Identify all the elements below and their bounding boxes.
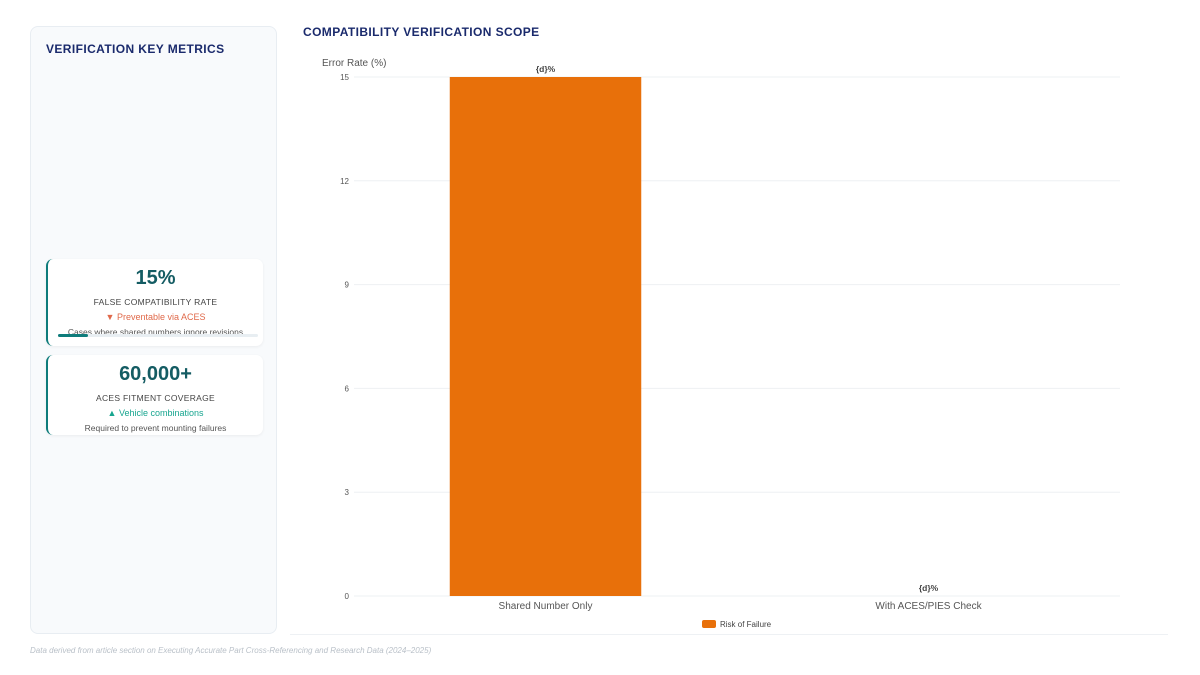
metric-trend-text: Preventable via ACES — [116, 312, 206, 322]
y-tick-label: 6 — [345, 384, 350, 393]
progress-bar — [58, 334, 258, 337]
y-tick-label: 3 — [345, 488, 350, 497]
metric-trend: ▼ Preventable via ACES — [48, 312, 263, 322]
metric-card-aces-coverage: 60,000+ ACES FITMENT COVERAGE ▲ Vehicle … — [46, 355, 263, 435]
metric-trend: ▲ Vehicle combinations — [48, 408, 263, 418]
x-tick-label: Shared Number Only — [499, 601, 593, 612]
triangle-up-icon: ▲ — [107, 408, 117, 418]
metric-card-false-compatibility: 15% FALSE COMPATIBILITY RATE ▼ Preventab… — [46, 259, 263, 346]
metrics-sidebar: VERIFICATION KEY METRICS 15% FALSE COMPA… — [30, 26, 277, 634]
y-axis-label: Error Rate (%) — [322, 58, 386, 69]
bar-data-label: {d}% — [536, 64, 556, 74]
x-tick-label: With ACES/PIES Check — [875, 601, 982, 612]
metric-value: 15% — [135, 267, 176, 289]
metric-note: Required to prevent mounting failures — [84, 423, 227, 433]
legend-label: Risk of Failure — [720, 620, 772, 629]
divider — [290, 634, 1168, 635]
bar — [449, 77, 642, 596]
y-tick-label: 15 — [340, 73, 349, 82]
metric-label: ACES FITMENT COVERAGE — [95, 393, 216, 403]
progress-fill — [58, 334, 88, 337]
bar-data-label: {d}% — [919, 583, 939, 593]
metric-note: Cases where shared numbers ignore revisi… — [67, 327, 244, 337]
metric-label: FALSE COMPATIBILITY RATE — [93, 297, 218, 307]
bar-chart: Error Rate (%) 0 3 6 9 12 15 {d}% Shared Number … — [322, 58, 1120, 629]
metric-trend-text: Vehicle combinations — [118, 408, 204, 418]
footnote: Data derived from article section on Exe… — [30, 646, 432, 655]
triangle-down-icon: ▼ — [105, 312, 115, 322]
chart-title: COMPATIBILITY VERIFICATION SCOPE — [303, 25, 540, 39]
legend-swatch — [702, 620, 716, 628]
sidebar-title: VERIFICATION KEY METRICS — [46, 42, 225, 56]
y-tick-label: 0 — [345, 592, 350, 601]
y-tick-label: 12 — [340, 177, 349, 186]
y-tick-label: 9 — [345, 281, 350, 290]
metric-value: 60,000+ — [119, 363, 192, 385]
